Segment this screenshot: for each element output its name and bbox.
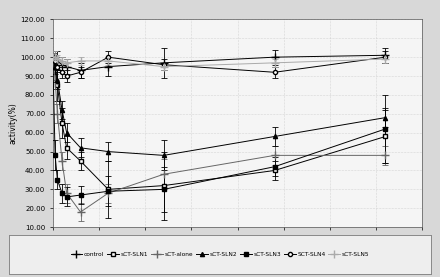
Y-axis label: activity(%): activity(%) bbox=[9, 102, 18, 144]
Legend: control, sCT-SLN1, sCT-alone, sCT-SLN2, sCT-SLN3, SCT-SLN4, sCT-SLN5: control, sCT-SLN1, sCT-alone, sCT-SLN2, … bbox=[69, 251, 371, 259]
X-axis label: 时间  min: 时间 min bbox=[224, 243, 252, 253]
